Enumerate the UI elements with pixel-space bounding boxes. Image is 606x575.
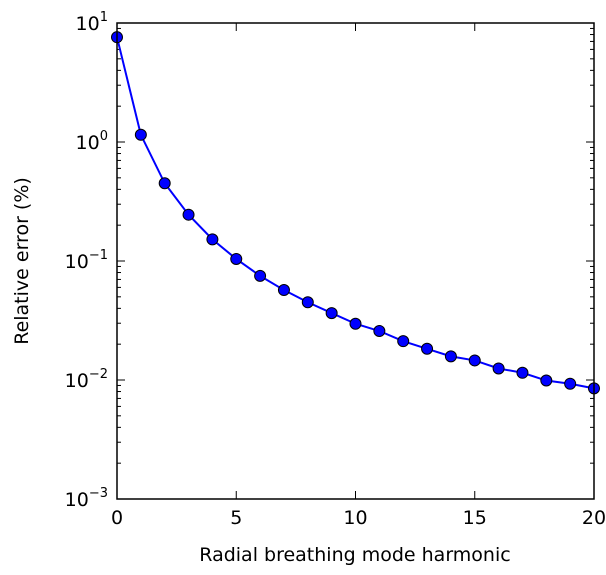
data-point-0-17 xyxy=(516,366,529,379)
series-layer xyxy=(111,31,600,395)
x-axis-title: Radial breathing mode harmonic xyxy=(199,544,510,566)
data-point-0-18 xyxy=(540,374,553,387)
data-point-0-16 xyxy=(492,362,505,375)
data-point-0-14 xyxy=(444,350,457,363)
x-tick-label-3: 15 xyxy=(463,507,487,529)
data-point-0-3 xyxy=(182,208,195,221)
x-tick-label-4: 20 xyxy=(582,507,606,529)
data-point-0-9 xyxy=(325,307,338,320)
x-tick-label-0: 0 xyxy=(111,507,123,529)
plot-frame xyxy=(116,22,595,500)
y-tick-label-4: 10−3 xyxy=(65,486,108,511)
data-point-0-15 xyxy=(468,354,481,367)
y-tick-label-0: 101 xyxy=(76,10,108,35)
data-point-0-1 xyxy=(134,128,147,141)
x-tick-label-2: 10 xyxy=(343,507,367,529)
data-point-0-12 xyxy=(397,335,410,348)
y-tick-label-2: 10−1 xyxy=(65,248,108,273)
y-tick-label-1: 100 xyxy=(76,129,108,154)
data-point-0-4 xyxy=(206,233,219,246)
data-point-0-7 xyxy=(277,284,290,297)
x-tick-label-1: 5 xyxy=(230,507,242,529)
y-tick-label-3: 10−2 xyxy=(65,367,108,392)
data-point-0-10 xyxy=(349,317,362,330)
data-point-0-8 xyxy=(301,296,314,309)
data-point-0-11 xyxy=(373,325,386,338)
data-point-0-13 xyxy=(421,342,434,355)
ticks-layer: 0 5 10 15 20 101 100 10−1 10−2 10−3 xyxy=(65,10,606,529)
y-axis-title: Relative error (%) xyxy=(11,177,33,345)
data-point-0-19 xyxy=(564,377,577,390)
data-point-0-6 xyxy=(254,269,267,282)
data-point-0-5 xyxy=(230,252,243,265)
data-point-0-2 xyxy=(158,177,171,190)
